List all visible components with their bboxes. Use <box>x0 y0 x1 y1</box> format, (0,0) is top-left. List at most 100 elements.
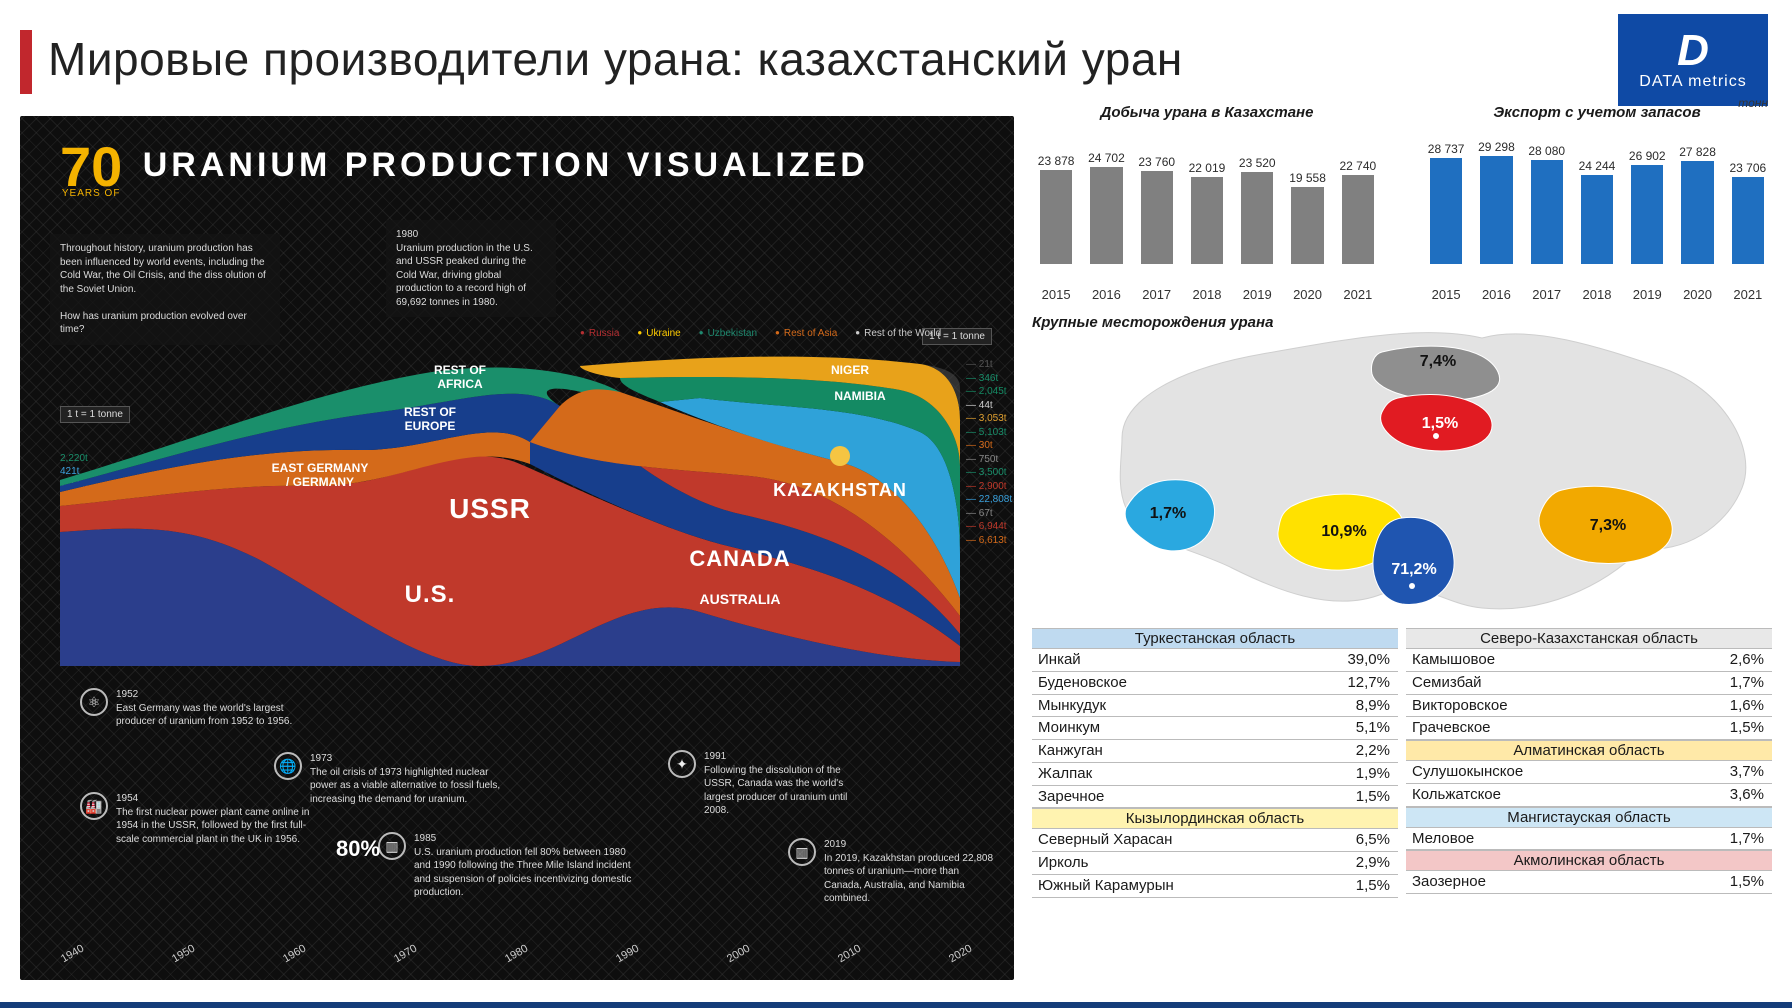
lbl-us: U.S. <box>405 581 456 608</box>
right-tick: — 2,045t <box>966 385 1012 399</box>
bar-rect <box>1732 177 1764 264</box>
lbl-east-germany: EAST GERMANY <box>272 461 369 475</box>
deposit-row: Ирколь2,9% <box>1032 852 1398 875</box>
plant-icon: 🏭 <box>80 792 108 820</box>
xaxis-year: 1950 <box>170 943 197 966</box>
maple-icon: ✦ <box>668 750 696 778</box>
timeline-1973: 🌐 1973 The oil crisis of 1973 highlighte… <box>274 752 504 806</box>
chart-export-title: Экспорт с учетом запасов <box>1422 104 1772 121</box>
bar-value: 29 298 <box>1478 140 1515 154</box>
right-tick: — 6,944t <box>966 520 1012 534</box>
deposit-pct: 1,5% <box>1730 717 1766 739</box>
deposit-row: Буденовское12,7% <box>1032 672 1398 695</box>
barchart-icon: ▥ <box>378 832 406 860</box>
lbl-rest-europe: REST OF <box>404 405 456 419</box>
bar-rect <box>1241 172 1273 265</box>
legend-dot: Uzbekistan <box>699 328 757 339</box>
barchart2-icon: ▥ <box>788 838 816 866</box>
deposit-row: Камышовое2,6% <box>1406 649 1772 672</box>
bar-value: 19 558 <box>1289 171 1326 185</box>
right-tick: — 346t <box>966 372 1012 386</box>
deposit-pct: 1,5% <box>1730 871 1766 893</box>
right-tick: — 22,808t <box>966 493 1012 507</box>
bar: 29 298 <box>1476 140 1516 264</box>
deposit-pct: 1,6% <box>1730 695 1766 717</box>
map-pct-kyzylorda: 10,9% <box>1321 523 1366 540</box>
right-tick: — 5,103t <box>966 426 1012 440</box>
deposit-row: Семизбай 1,7% <box>1406 672 1772 695</box>
bar-year: 2015 <box>1036 287 1076 302</box>
annotation-1980: 1980 Uranium production in the U.S. and … <box>386 220 556 317</box>
bar-year: 2020 <box>1677 287 1717 302</box>
bar-year: 2018 <box>1577 287 1617 302</box>
deposit-row: Мынкудук 8,9% <box>1032 695 1398 718</box>
page-title: Мировые производители урана: казахстанск… <box>48 32 1183 86</box>
logo-mark: D <box>1677 29 1709 73</box>
map-pct-akmola: 1,5% <box>1422 415 1458 432</box>
chart-production-xaxis: 2015201620172018201920202021 <box>1032 287 1382 302</box>
deposits-map: Крупные месторождения урана 7,4% 1,5% 1,… <box>1032 314 1772 624</box>
xaxis-year: 1970 <box>392 943 419 966</box>
deposit-name: Инкай <box>1038 649 1081 671</box>
deposit-pct: 1,7% <box>1730 828 1766 850</box>
infographic-headline: URANIUM PRODUCTION VISUALIZED <box>143 146 869 185</box>
bar-year: 2015 <box>1426 287 1466 302</box>
map-pct-turkestan: 71,2% <box>1391 561 1436 578</box>
deposit-row: Южный Карамурын1,5% <box>1032 875 1398 898</box>
svg-text:/ GERMANY: / GERMANY <box>286 475 354 489</box>
logo-text: DATA metrics <box>1639 73 1746 91</box>
right-tick: — 750t <box>966 453 1012 467</box>
deposit-row: Моинкум5,1% <box>1032 717 1398 740</box>
bar-rect <box>1141 171 1173 264</box>
region-header: Кызылординская область <box>1032 808 1398 829</box>
xaxis-year: 1980 <box>503 943 530 966</box>
bar: 27 828 <box>1677 145 1717 264</box>
accent-bar <box>20 30 32 94</box>
bar: 28 080 <box>1527 144 1567 264</box>
seventy-badge: 70 <box>60 142 122 192</box>
deposit-pct: 1,9% <box>1356 763 1392 785</box>
chart-export-bars: 28 73729 29828 08024 24426 90227 82823 7… <box>1422 134 1772 264</box>
bar-value: 22 019 <box>1189 161 1226 175</box>
deposit-name: Сулушокынское <box>1412 761 1523 783</box>
right-tick: — 30t <box>966 439 1012 453</box>
map-pct-almaty: 7,3% <box>1590 517 1626 534</box>
deposit-name: Северный Харасан <box>1038 829 1172 851</box>
lbl-rest-africa: REST OF <box>434 363 486 377</box>
bar-year: 2016 <box>1476 287 1516 302</box>
bar-rect <box>1581 175 1613 264</box>
bar-rect <box>1040 170 1072 264</box>
deposit-name: Заречное <box>1038 786 1104 808</box>
deposit-pct: 2,6% <box>1730 649 1766 671</box>
bar-year: 2017 <box>1137 287 1177 302</box>
deposit-row: Жалпак1,9% <box>1032 763 1398 786</box>
deposit-row: Инкай 39,0% <box>1032 649 1398 672</box>
right-tick: — 21t <box>966 358 1012 372</box>
deposit-name: Семизбай <box>1412 672 1482 694</box>
timeline-1952: ⚛ 1952 East Germany was the world's larg… <box>80 688 310 729</box>
deposit-pct: 39,0% <box>1347 649 1392 671</box>
eighty-percent: 80% <box>336 836 380 862</box>
deposit-pct: 1,7% <box>1730 672 1766 694</box>
deposit-name: Викторовское <box>1412 695 1508 717</box>
deposit-pct: 3,6% <box>1730 784 1766 806</box>
lbl-ussr: USSR <box>449 493 531 524</box>
bar: 22 019 <box>1187 161 1227 264</box>
infographic-title: 70 YEARS OF URANIUM PRODUCTION VISUALIZE… <box>60 142 869 201</box>
region-header: Акмолинская область <box>1406 850 1772 871</box>
region-header: Северо-Казахстанская область <box>1406 628 1772 649</box>
right-tick: — 3,500t <box>966 466 1012 480</box>
xaxis-year: 1960 <box>281 943 308 966</box>
timeline-1985: ▥ 1985 U.S. uranium production fell 80% … <box>378 832 638 900</box>
bar-rect <box>1430 158 1462 264</box>
infographic-xaxis: 194019501960197019801990200020102020 <box>62 954 974 966</box>
bar-value: 28 737 <box>1428 142 1465 156</box>
timeline-2019: ▥ 2019 In 2019, Kazakhstan produced 22,8… <box>788 838 998 906</box>
xaxis-year: 2010 <box>836 943 863 966</box>
deposit-pct: 8,9% <box>1356 695 1392 717</box>
right-tick: — 44t <box>966 399 1012 413</box>
deposit-pct: 1,5% <box>1356 786 1392 808</box>
bar-value: 26 902 <box>1629 149 1666 163</box>
lbl-canada: CANADA <box>689 546 790 571</box>
deposit-name: Мынкудук <box>1038 695 1106 717</box>
